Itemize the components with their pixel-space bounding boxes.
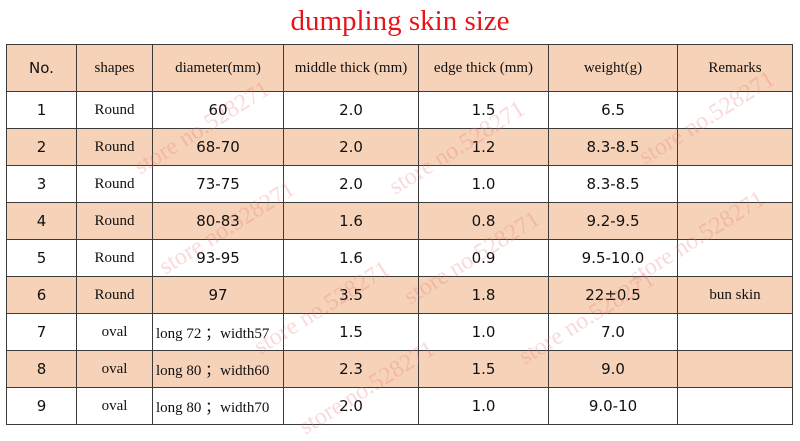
cell-diameter: 93-95 — [152, 239, 284, 277]
cell-weight: 9.0-10 — [548, 387, 678, 425]
cell-middle-thick: 1.5 — [283, 313, 419, 351]
cell-weight: 9.2-9.5 — [548, 202, 678, 240]
cell-diameter: 80-83 — [152, 202, 284, 240]
header-edge-thick: edge thick (mm) — [418, 44, 549, 92]
cell-middle-thick: 2.0 — [283, 387, 419, 425]
table-row: 7 oval long 72 ；width57 1.5 1.0 7.0 — [6, 313, 793, 351]
cell-shape: oval — [76, 313, 153, 351]
cell-edge-thick: 1.0 — [418, 165, 549, 203]
header-diameter: diameter(mm) — [152, 44, 284, 92]
dumpling-size-table: No. shapes diameter(mm) middle thick (mm… — [6, 44, 793, 425]
cell-no: 2 — [6, 128, 77, 166]
cell-shape: Round — [76, 165, 153, 203]
cell-diameter: 73-75 — [152, 165, 284, 203]
cell-no: 1 — [6, 91, 77, 129]
cell-middle-thick: 2.0 — [283, 91, 419, 129]
table-row: 3 Round 73-75 2.0 1.0 8.3-8.5 — [6, 165, 793, 203]
cell-weight: 9.5-10.0 — [548, 239, 678, 277]
table-row: 6 Round 97 3.5 1.8 22±0.5 bun skin — [6, 276, 793, 314]
cell-diameter: 68-70 — [152, 128, 284, 166]
table-row: 2 Round 68-70 2.0 1.2 8.3-8.5 — [6, 128, 793, 166]
cell-shape: oval — [76, 350, 153, 388]
cell-weight: 8.3-8.5 — [548, 128, 678, 166]
cell-remarks — [677, 387, 793, 425]
cell-remarks: bun skin — [677, 276, 793, 314]
cell-middle-thick: 2.0 — [283, 128, 419, 166]
cell-shape: oval — [76, 387, 153, 425]
cell-remarks — [677, 128, 793, 166]
cell-shape: Round — [76, 91, 153, 129]
cell-shape: Round — [76, 202, 153, 240]
table-row: 8 oval long 80 ；width60 2.3 1.5 9.0 — [6, 350, 793, 388]
table-row: 5 Round 93-95 1.6 0.9 9.5-10.0 — [6, 239, 793, 277]
page-title: dumpling skin size — [290, 5, 510, 37]
table-row: 4 Round 80-83 1.6 0.8 9.2-9.5 — [6, 202, 793, 240]
cell-weight: 8.3-8.5 — [548, 165, 678, 203]
cell-no: 3 — [6, 165, 77, 203]
cell-edge-thick: 1.0 — [418, 387, 549, 425]
cell-diameter: long 80 ；width70 — [152, 387, 284, 425]
header-remarks: Remarks — [677, 44, 793, 92]
cell-remarks — [677, 202, 793, 240]
cell-weight: 6.5 — [548, 91, 678, 129]
cell-diameter: 97 — [152, 276, 284, 314]
cell-remarks — [677, 165, 793, 203]
cell-shape: Round — [76, 239, 153, 277]
cell-edge-thick: 1.8 — [418, 276, 549, 314]
header-middle-thick: middle thick (mm) — [283, 44, 419, 92]
cell-middle-thick: 2.0 — [283, 165, 419, 203]
cell-diameter: 60 — [152, 91, 284, 129]
header-weight: weight(g) — [548, 44, 678, 92]
cell-edge-thick: 1.2 — [418, 128, 549, 166]
cell-no: 5 — [6, 239, 77, 277]
cell-weight: 7.0 — [548, 313, 678, 351]
cell-shape: Round — [76, 128, 153, 166]
header-no: No. — [6, 44, 77, 92]
cell-edge-thick: 0.9 — [418, 239, 549, 277]
cell-weight: 22±0.5 — [548, 276, 678, 314]
cell-weight: 9.0 — [548, 350, 678, 388]
cell-edge-thick: 1.5 — [418, 350, 549, 388]
cell-middle-thick: 1.6 — [283, 239, 419, 277]
header-row: No. shapes diameter(mm) middle thick (mm… — [6, 44, 793, 92]
cell-middle-thick: 2.3 — [283, 350, 419, 388]
cell-no: 7 — [6, 313, 77, 351]
cell-remarks — [677, 91, 793, 129]
cell-middle-thick: 1.6 — [283, 202, 419, 240]
cell-shape: Round — [76, 276, 153, 314]
cell-diameter: long 80 ；width60 — [152, 350, 284, 388]
cell-no: 6 — [6, 276, 77, 314]
cell-no: 4 — [6, 202, 77, 240]
cell-remarks — [677, 313, 793, 351]
cell-edge-thick: 0.8 — [418, 202, 549, 240]
cell-no: 8 — [6, 350, 77, 388]
cell-middle-thick: 3.5 — [283, 276, 419, 314]
table-row: 1 Round 60 2.0 1.5 6.5 — [6, 91, 793, 129]
header-shapes: shapes — [76, 44, 153, 92]
cell-remarks — [677, 350, 793, 388]
cell-edge-thick: 1.0 — [418, 313, 549, 351]
cell-no: 9 — [6, 387, 77, 425]
cell-remarks — [677, 239, 793, 277]
cell-edge-thick: 1.5 — [418, 91, 549, 129]
table-row: 9 oval long 80 ；width70 2.0 1.0 9.0-10 — [6, 387, 793, 425]
cell-diameter: long 72 ；width57 — [152, 313, 284, 351]
